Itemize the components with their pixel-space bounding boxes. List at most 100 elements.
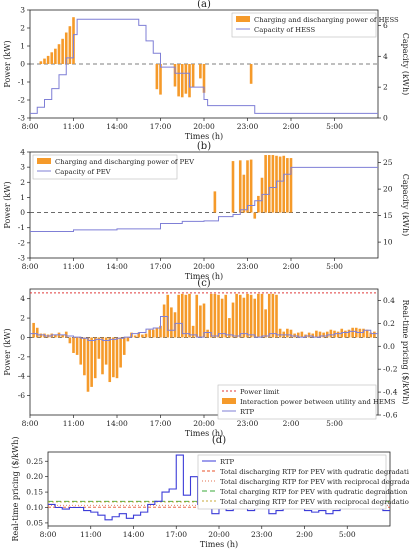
legend-entry: RTP bbox=[240, 408, 255, 416]
panel-c: (c) 8:00 11:00 14:00 17:00 20:00 23:00 2:00 5:00… bbox=[3, 278, 409, 438]
y-tick-label: 0.05 bbox=[26, 518, 43, 527]
legend-entry: Capacity of PEV bbox=[55, 168, 112, 176]
x-axis-label: Times (h) bbox=[200, 540, 238, 549]
bar bbox=[61, 334, 64, 338]
x-tick-label: 8:00 bbox=[22, 262, 39, 271]
x-tick-label: 8:00 bbox=[22, 122, 39, 131]
bar bbox=[195, 294, 199, 338]
x-tick-label: 2:00 bbox=[296, 530, 313, 539]
x-tick-label: 5:00 bbox=[326, 262, 343, 271]
legend-swatch bbox=[236, 16, 250, 22]
bar bbox=[115, 337, 119, 379]
bar bbox=[75, 337, 79, 355]
legend-box bbox=[217, 384, 377, 420]
bar bbox=[329, 329, 333, 338]
bar bbox=[202, 64, 206, 93]
x-tick-label: 14:00 bbox=[106, 122, 128, 131]
bar bbox=[54, 48, 57, 64]
bar bbox=[159, 325, 162, 338]
bar bbox=[362, 328, 365, 338]
y-tick-label: 1 bbox=[20, 193, 25, 202]
bar bbox=[347, 329, 351, 338]
x-tick-label: 14:00 bbox=[106, 419, 128, 428]
bar bbox=[177, 294, 180, 338]
y-tick-label: 2 bbox=[20, 178, 25, 187]
bar bbox=[300, 331, 304, 338]
bar bbox=[238, 160, 242, 213]
y2-axis-label: Real-time pricing ($/kWh) bbox=[401, 299, 409, 404]
bar bbox=[238, 294, 242, 338]
x-tick-label: 8:00 bbox=[40, 530, 57, 539]
bar bbox=[318, 331, 322, 338]
panel-label: (c) bbox=[197, 278, 211, 289]
x-tick-label: 23:00 bbox=[251, 530, 273, 539]
y-axis-label: Power (kW) bbox=[3, 40, 12, 87]
y-tick-label: 2 bbox=[20, 24, 25, 33]
bar bbox=[253, 298, 257, 338]
bar bbox=[39, 333, 43, 338]
bar bbox=[39, 61, 43, 64]
bar bbox=[162, 304, 166, 338]
bar bbox=[35, 327, 39, 338]
bar bbox=[191, 64, 195, 88]
bar bbox=[373, 331, 376, 338]
x-tick-label: 2:00 bbox=[283, 419, 300, 428]
y-axis-label: Real-time pricing ($/kWh) bbox=[11, 436, 20, 541]
legend-entry: Total discharging RTP for PEV with recip… bbox=[220, 478, 409, 486]
x-tick-label: 17:00 bbox=[150, 262, 172, 271]
y2-tick-label: 25 bbox=[383, 158, 393, 167]
bar bbox=[209, 293, 213, 338]
x-tick-label: 11:00 bbox=[80, 530, 102, 539]
bar bbox=[267, 293, 271, 338]
x-tick-label: 17:00 bbox=[150, 122, 172, 131]
bar bbox=[104, 337, 108, 365]
bar bbox=[199, 64, 202, 79]
bar bbox=[159, 64, 162, 95]
panel-b: (b) 8:00 11:00 14:00 17:00 20:00 23:00 2:00 5:00… bbox=[3, 141, 409, 281]
x-tick-label: 11:00 bbox=[63, 122, 85, 131]
bar bbox=[286, 158, 289, 213]
bar bbox=[122, 337, 126, 355]
bar bbox=[177, 64, 180, 97]
y-tick-label: -2 bbox=[18, 96, 26, 105]
x-axis-label: Times (h) bbox=[185, 272, 223, 281]
x-tick-label: 11:00 bbox=[63, 262, 85, 271]
bar bbox=[267, 155, 271, 213]
bar bbox=[93, 337, 97, 379]
y-tick-label: 0.20 bbox=[26, 472, 43, 481]
panel-label: (a) bbox=[197, 0, 211, 10]
bar bbox=[32, 322, 35, 338]
y2-tick-label: 2 bbox=[383, 83, 388, 92]
bar bbox=[112, 337, 115, 378]
bar bbox=[358, 328, 362, 338]
bar bbox=[101, 337, 104, 375]
y-tick-label: 0.10 bbox=[26, 503, 43, 512]
series-line bbox=[30, 166, 378, 232]
x-tick-label: 23:00 bbox=[237, 262, 259, 271]
bar bbox=[126, 337, 130, 342]
bar bbox=[50, 52, 54, 64]
bar bbox=[351, 327, 354, 338]
y2-axis-label: Capacity (kWh) bbox=[401, 174, 409, 237]
legend-entry: RTP bbox=[220, 458, 235, 466]
bar bbox=[235, 293, 238, 338]
x-axis-label: Times (h) bbox=[185, 132, 223, 141]
bar bbox=[54, 334, 57, 338]
bar bbox=[79, 337, 83, 365]
bar bbox=[72, 337, 75, 353]
y-tick-label: -3 bbox=[18, 254, 26, 263]
y2-tick-label: 0 bbox=[383, 114, 388, 123]
bar bbox=[257, 195, 260, 213]
bar bbox=[213, 191, 217, 213]
bar bbox=[180, 64, 184, 98]
legend-box bbox=[197, 454, 387, 510]
bar bbox=[224, 294, 228, 338]
bar bbox=[188, 293, 191, 338]
bar bbox=[68, 337, 72, 344]
y-axis-label: Power (kW) bbox=[3, 181, 12, 228]
bar bbox=[86, 337, 90, 392]
bar bbox=[307, 332, 311, 338]
x-tick-label: 2:00 bbox=[283, 122, 300, 131]
bar bbox=[46, 55, 50, 64]
